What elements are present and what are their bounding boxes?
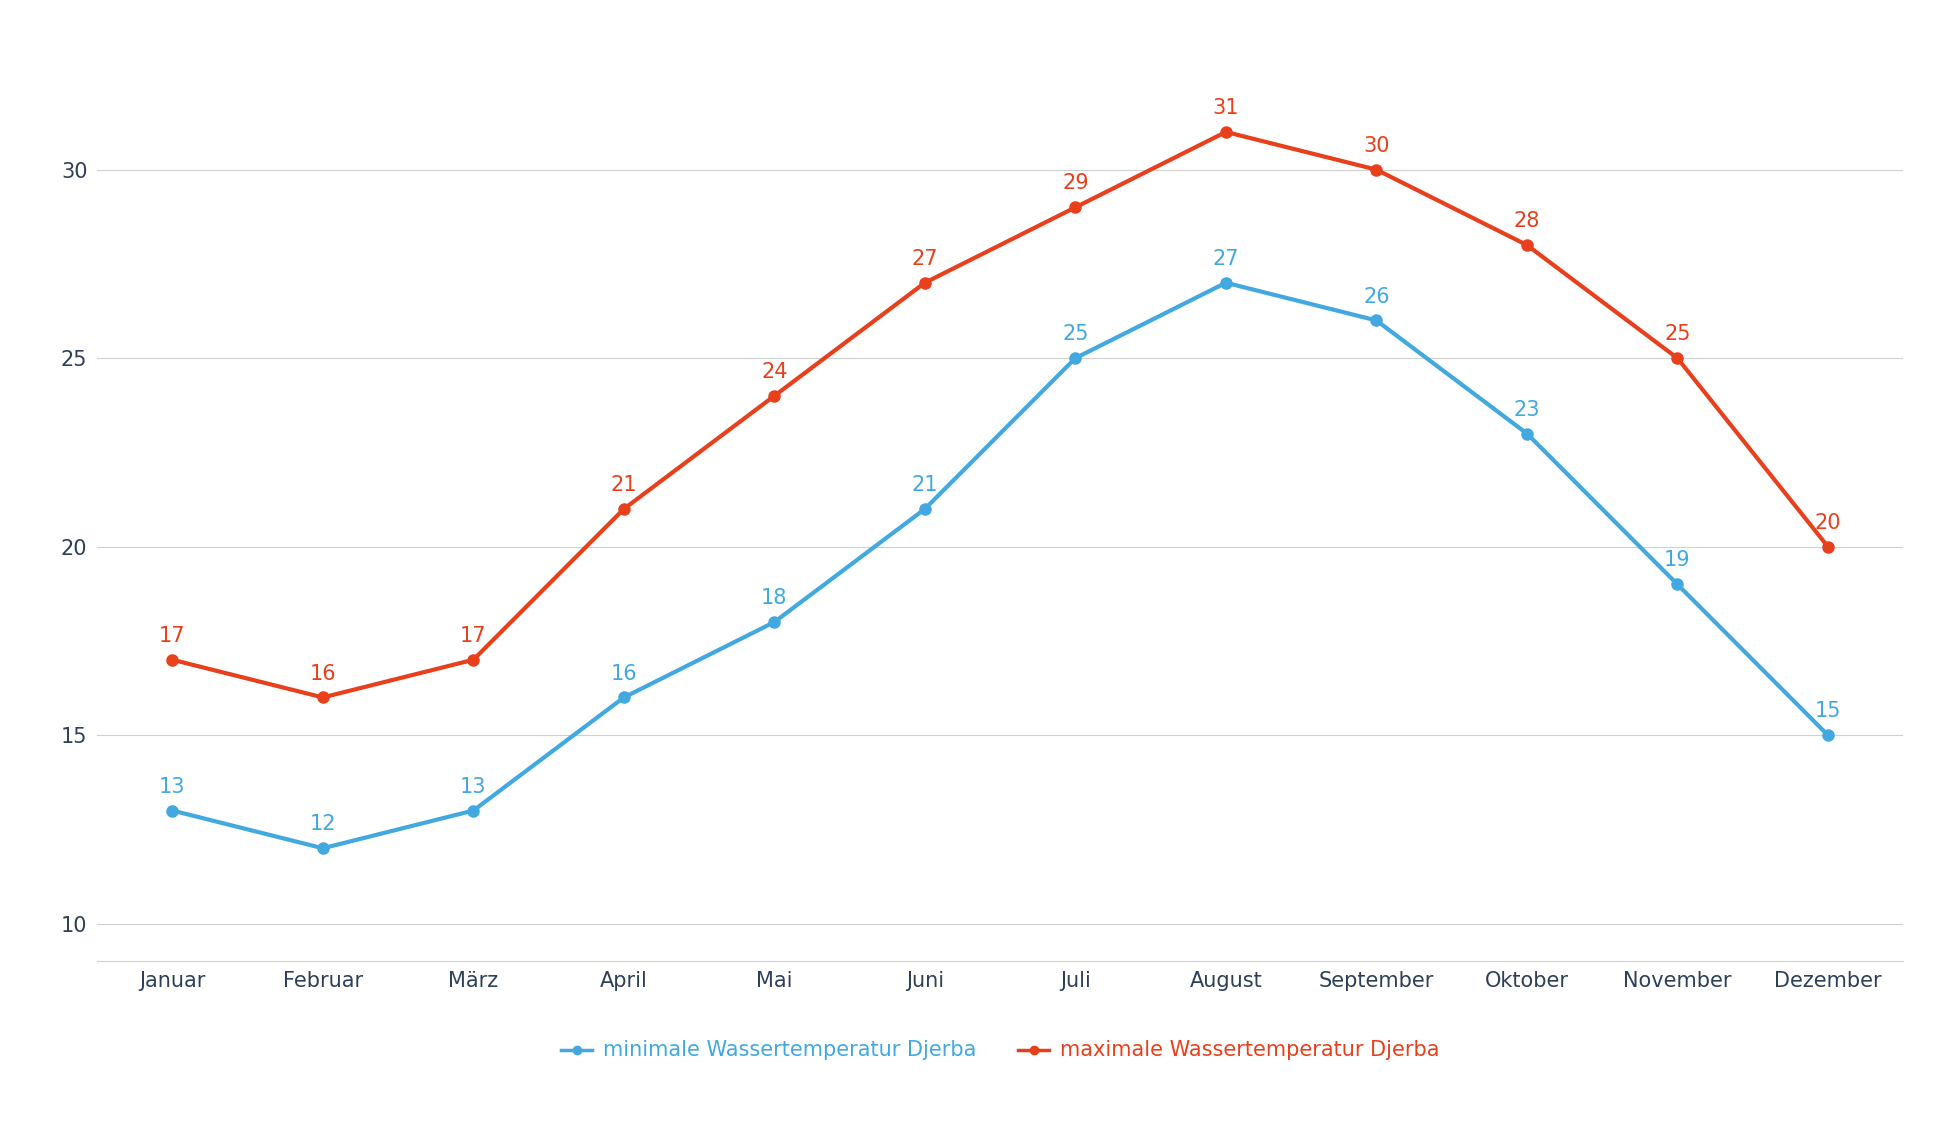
maximale Wassertemperatur Djerba <box>913 276 936 290</box>
Text: 13: 13 <box>159 777 186 796</box>
minimale Wassertemperatur Djerba <box>1365 313 1389 327</box>
minimale Wassertemperatur Djerba <box>462 804 486 818</box>
maximale Wassertemperatur Djerba <box>311 691 334 705</box>
minimale Wassertemperatur Djerba <box>1666 578 1690 592</box>
minimale Wassertemperatur Djerba <box>1816 728 1839 742</box>
maximale Wassertemperatur Djerba <box>1515 239 1538 252</box>
Text: 25: 25 <box>1062 325 1089 344</box>
Line: minimale Wassertemperatur Djerba: minimale Wassertemperatur Djerba <box>167 277 1833 854</box>
Text: 21: 21 <box>610 475 637 495</box>
Text: 17: 17 <box>460 625 487 646</box>
Text: 24: 24 <box>761 362 788 382</box>
maximale Wassertemperatur Djerba <box>1365 163 1389 176</box>
Text: 19: 19 <box>1664 551 1691 570</box>
Text: 20: 20 <box>1814 512 1841 533</box>
maximale Wassertemperatur Djerba <box>763 389 787 403</box>
Line: maximale Wassertemperatur Djerba: maximale Wassertemperatur Djerba <box>167 127 1833 703</box>
minimale Wassertemperatur Djerba <box>1515 426 1538 440</box>
Text: 17: 17 <box>159 625 186 646</box>
minimale Wassertemperatur Djerba <box>913 502 936 516</box>
Text: 13: 13 <box>460 777 487 796</box>
Text: 21: 21 <box>911 475 938 495</box>
Text: 25: 25 <box>1664 325 1691 344</box>
Text: 27: 27 <box>911 249 938 269</box>
maximale Wassertemperatur Djerba <box>161 653 184 666</box>
maximale Wassertemperatur Djerba <box>1816 539 1839 553</box>
Text: 28: 28 <box>1513 211 1540 231</box>
Text: 31: 31 <box>1212 98 1239 118</box>
Text: 27: 27 <box>1212 249 1239 269</box>
Legend: minimale Wassertemperatur Djerba, maximale Wassertemperatur Djerba: minimale Wassertemperatur Djerba, maxima… <box>553 1031 1447 1069</box>
maximale Wassertemperatur Djerba <box>462 653 486 666</box>
Text: 16: 16 <box>309 664 336 683</box>
Text: 26: 26 <box>1363 286 1390 307</box>
Text: 15: 15 <box>1814 701 1841 722</box>
maximale Wassertemperatur Djerba <box>1666 352 1690 365</box>
Text: 18: 18 <box>761 588 788 608</box>
Text: 30: 30 <box>1363 136 1390 156</box>
minimale Wassertemperatur Djerba <box>311 841 334 855</box>
Text: 16: 16 <box>610 664 637 683</box>
maximale Wassertemperatur Djerba <box>612 502 635 516</box>
Text: 12: 12 <box>309 814 336 835</box>
minimale Wassertemperatur Djerba <box>161 804 184 818</box>
Text: 23: 23 <box>1513 399 1540 420</box>
minimale Wassertemperatur Djerba <box>612 691 635 705</box>
minimale Wassertemperatur Djerba <box>1214 276 1237 290</box>
minimale Wassertemperatur Djerba <box>1064 352 1088 365</box>
maximale Wassertemperatur Djerba <box>1064 200 1088 214</box>
minimale Wassertemperatur Djerba <box>763 615 787 629</box>
Text: 29: 29 <box>1062 173 1089 193</box>
maximale Wassertemperatur Djerba <box>1214 126 1237 139</box>
